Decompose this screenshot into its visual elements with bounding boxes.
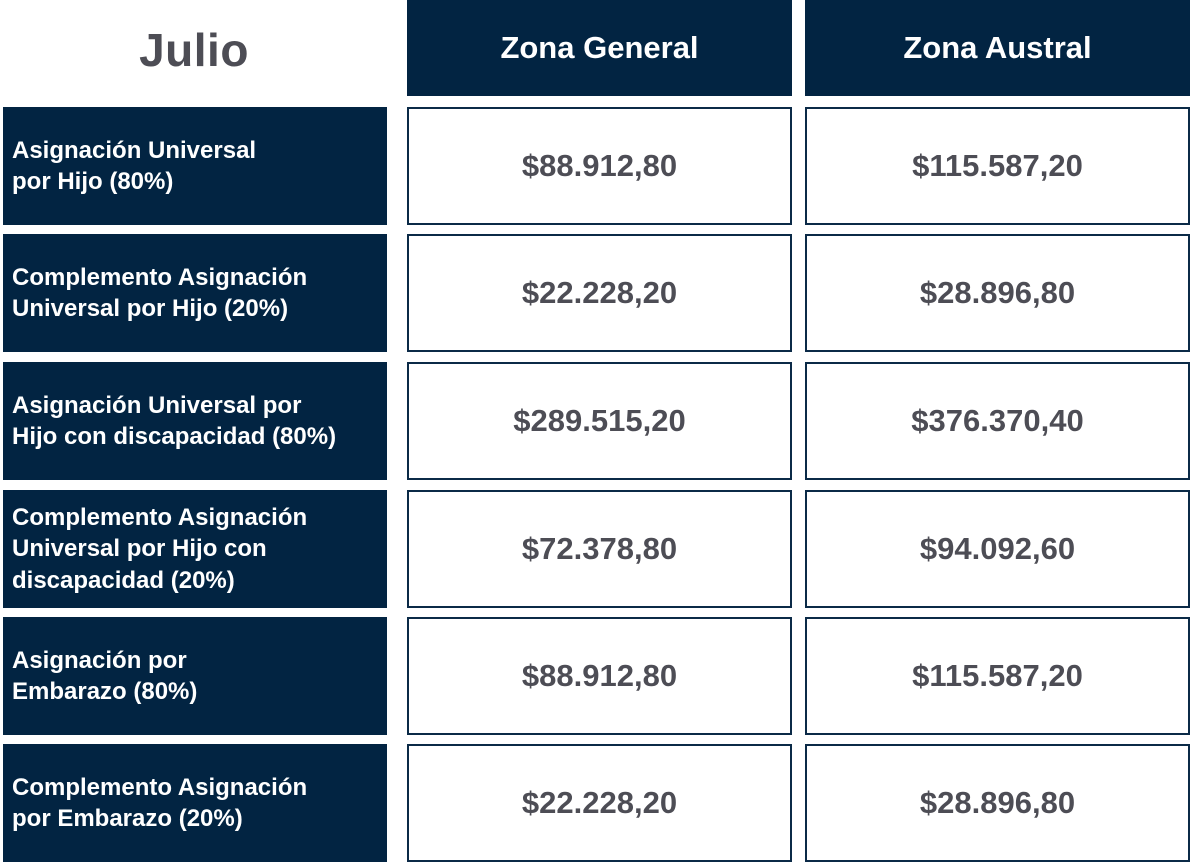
row-label-line: Asignación por: [12, 646, 187, 674]
row-label-line: Asignación Universal: [12, 136, 257, 164]
value-cell-austral: $94.092,60: [805, 490, 1190, 608]
row-label-line: discapacidad (20%): [12, 566, 235, 594]
value-cell-general: $88.912,80: [407, 107, 792, 225]
value-cell-austral: $28.896,80: [805, 744, 1190, 862]
row-label: Complemento Asignación por Embarazo (20%…: [3, 744, 387, 862]
value-cell-austral: $28.896,80: [805, 234, 1190, 352]
value-cell-general: $72.378,80: [407, 490, 792, 608]
row-label-line: Complemento Asignación: [12, 263, 308, 291]
row-label: Complemento Asignación Universal por Hij…: [3, 490, 387, 608]
row-label-line: Complemento Asignación: [12, 773, 308, 801]
row-label: Asignación Universal por Hijo con discap…: [3, 362, 387, 480]
row-label: Complemento Asignación Universal por Hij…: [3, 234, 387, 352]
column-header-zona-austral: Zona Austral: [805, 0, 1190, 96]
value-cell-general: $289.515,20: [407, 362, 792, 480]
month-title: Julio: [139, 24, 249, 76]
value-cell-austral: $115.587,20: [805, 107, 1190, 225]
value-cell-general: $88.912,80: [407, 617, 792, 735]
row-label-line: Hijo con discapacidad (80%): [12, 423, 337, 450]
value-cell-general: $22.228,20: [407, 744, 792, 862]
row-label: Asignación Universal por Hijo (80%): [3, 107, 387, 225]
value-cell-austral: $376.370,40: [805, 362, 1190, 480]
row-label-line: Asignación Universal por: [12, 391, 302, 419]
row-label: Asignación por Embarazo (80%): [3, 617, 387, 735]
value-cell-general: $22.228,20: [407, 234, 792, 352]
row-label-line: Universal por Hijo (20%): [12, 295, 289, 322]
row-label-line: Complemento Asignación: [12, 504, 308, 532]
value-cell-austral: $115.587,20: [805, 617, 1190, 735]
column-header-zona-general: Zona General: [407, 0, 792, 96]
row-label-line: por Embarazo (20%): [12, 805, 243, 832]
row-label-line: por Hijo (80%): [12, 168, 174, 195]
row-label-line: Embarazo (80%): [12, 678, 198, 705]
row-label-line: Universal por Hijo con: [12, 535, 267, 563]
